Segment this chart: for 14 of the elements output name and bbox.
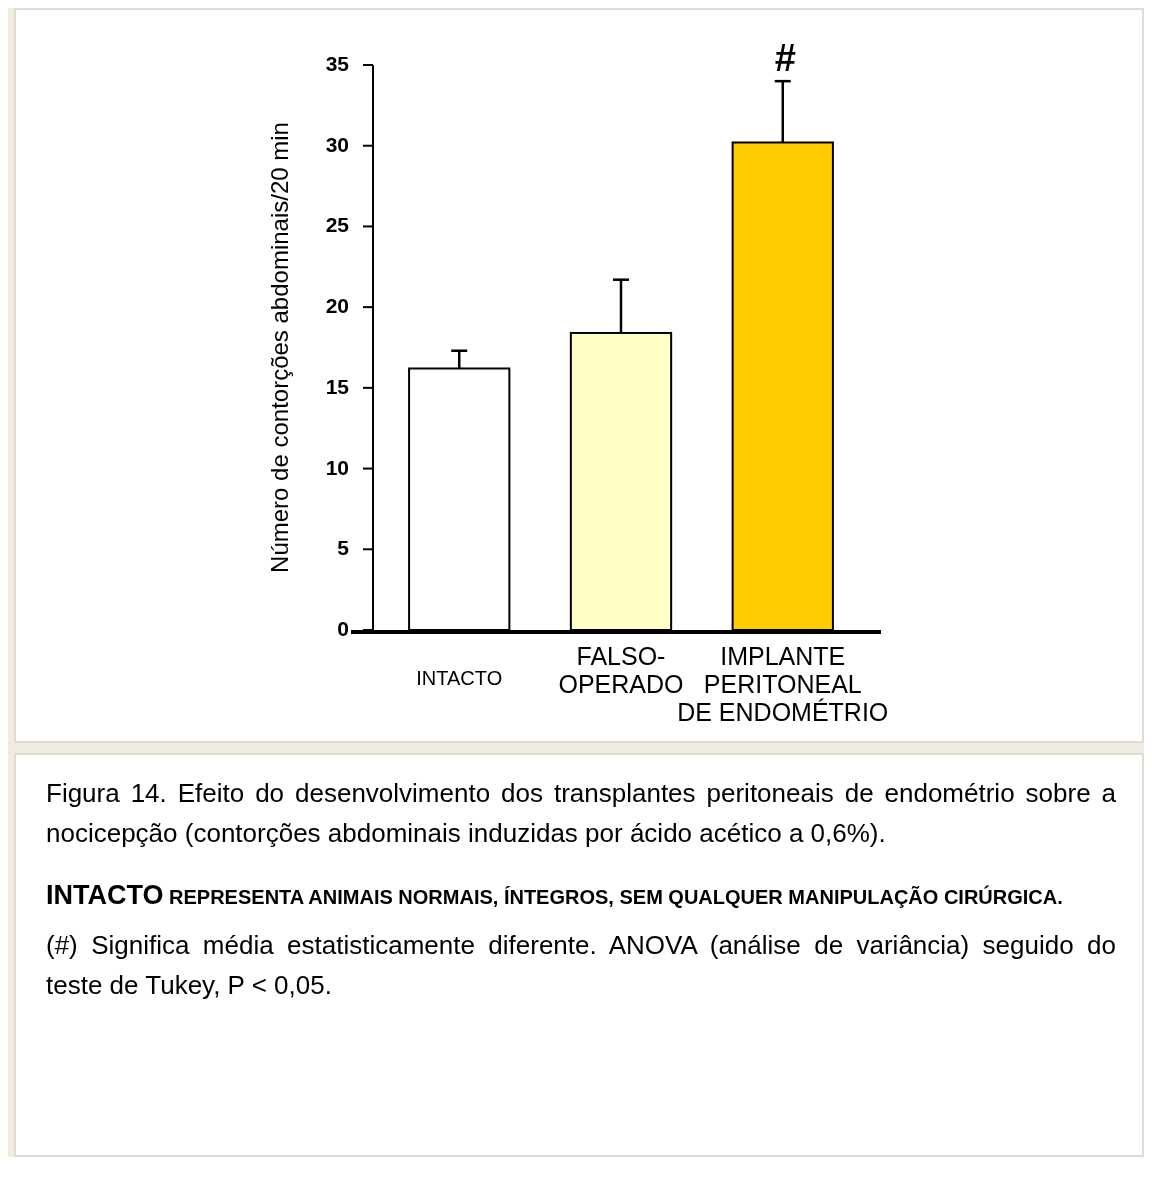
y-tick-label: 0 bbox=[337, 617, 349, 640]
text: (#) Significa média estatisticamente diferente. ANOVA (análise de variância) seguido do teste de Tukey, P < 0,05. bbox=[46, 929, 1116, 1002]
y-tick-label: 5 bbox=[337, 536, 350, 560]
y-axis-title: Número de contorções abdominais/20 min bbox=[266, 122, 293, 573]
y-tick-label: 15 bbox=[325, 374, 350, 398]
annotation: # bbox=[774, 37, 797, 80]
y-tick-label: 20 bbox=[325, 294, 349, 318]
y-tick-label: 30 bbox=[325, 132, 349, 156]
text: Figura 14. Efeito do desenvolvimento dos transplantes peritoneais de endométrio sobre a nocicepção (contorções abdominais induzidas por ácido acético a 0,6%). bbox=[46, 777, 1116, 850]
text: INTACTO REPRESENTA ANIMAIS NORMAIS, ÍNTEGROS, SEM QUALQUER MANIPULAÇÃO CIRÚRGICA. bbox=[46, 880, 1063, 910]
y-tick-label: 25 bbox=[325, 213, 350, 237]
x-tick-label: INTACTO bbox=[416, 667, 503, 689]
y-tick-label: 35 bbox=[325, 52, 350, 75]
y-tick-label: 10 bbox=[325, 455, 349, 479]
